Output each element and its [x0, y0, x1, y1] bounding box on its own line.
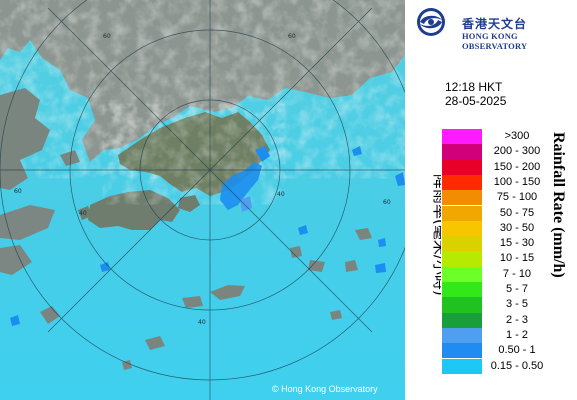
legend-label: 2 - 3	[505, 313, 528, 326]
legend-row: 200 - 300	[442, 144, 572, 160]
legend-swatch	[442, 327, 482, 344]
legend-row: 15 - 30	[442, 236, 572, 252]
radar-map[interactable]: 60 60 60 60 40 40 40 © Hong Kong Observa…	[0, 0, 405, 400]
legend-swatch	[442, 144, 482, 160]
legend-swatch	[442, 343, 482, 359]
legend-row: 3 - 5	[442, 297, 572, 313]
ring-label: 40	[277, 191, 285, 198]
legend-row: 150 - 200	[442, 159, 572, 175]
legend-swatch	[442, 174, 482, 191]
legend-row: >300	[442, 129, 572, 145]
legend-swatch	[442, 297, 482, 313]
legend-swatch	[442, 205, 482, 221]
delta-land	[0, 88, 50, 190]
legend-title-en: Rainfall Rate (mm/h)	[543, 130, 573, 380]
legend-label: 3 - 5	[505, 298, 528, 311]
legend-swatch	[442, 251, 482, 267]
copyright-text: © Hong Kong Observatory	[272, 384, 378, 394]
legend-swatch	[442, 220, 482, 237]
legend-label: 0.50 - 1	[498, 344, 536, 357]
legend-swatch	[442, 266, 482, 282]
legend-label: 5 - 7	[505, 283, 528, 295]
ring-label: 60	[288, 33, 296, 40]
rain-echoes	[100, 146, 405, 273]
legend-label: 0.15 - 0.50	[490, 359, 544, 372]
legend-label: 150 - 200	[493, 160, 541, 173]
lantau-island	[88, 190, 180, 230]
ring-label: 40	[198, 319, 206, 326]
legend-panel: 香港天文台 HONG KONG OBSERVATORY 12:18 HKT 28…	[405, 0, 577, 400]
legend-swatch	[442, 236, 482, 252]
legend-row: 50 - 75	[442, 205, 572, 221]
legend-row: 2 - 3	[442, 312, 572, 328]
legend-title-cn: 降雨率(毫米/小時)	[419, 172, 449, 372]
org-name-cn: 香港天文台	[462, 17, 528, 31]
timestamp-time: 12:18 HKT	[445, 80, 503, 94]
ring-label: 60	[383, 199, 391, 206]
hko-logo-icon	[417, 8, 445, 36]
legend-swatch	[442, 282, 482, 298]
legend-title-cn-text: 降雨率(毫米/小時)	[431, 174, 441, 296]
legend-label: 100 - 150	[493, 175, 541, 188]
legend-title-en-text: Rainfall Rate (mm/h)	[550, 132, 567, 278]
legend-swatch	[442, 358, 482, 374]
hko-logo: 香港天文台 HONG KONG OBSERVATORY	[415, 6, 575, 51]
range-rings	[0, 0, 405, 400]
legend-label: 1 - 2	[505, 328, 528, 341]
legend-row: 30 - 50	[442, 220, 572, 237]
legend-label: 75 - 100	[496, 191, 538, 204]
timestamp-date: 28-05-2025	[445, 94, 507, 108]
radar-map-svg: 60 60 60 60 40 40 40	[0, 0, 405, 400]
legend-label: 7 - 10	[502, 267, 532, 280]
legend-row: 10 - 15	[442, 251, 572, 267]
legend-label: 50 - 75	[499, 206, 535, 219]
org-name-en: HONG KONG OBSERVATORY	[462, 31, 528, 51]
ring-label: 60	[103, 33, 111, 40]
legend-swatch	[442, 159, 482, 175]
legend-label: 15 - 30	[499, 237, 535, 250]
legend-swatch	[442, 129, 482, 145]
legend-label: 200 - 300	[493, 145, 541, 158]
legend-row: 75 - 100	[442, 190, 572, 206]
range-ring-labels: 60 60 60 60 40 40 40	[14, 33, 391, 326]
ring-label: 40	[79, 210, 87, 217]
legend-row: 0.50 - 1	[442, 343, 572, 359]
legend-row: 1 - 2	[442, 327, 572, 344]
legend-row: 5 - 7	[442, 282, 572, 298]
legend-swatch	[442, 190, 482, 206]
legend-label: >300	[504, 130, 530, 142]
legend-row: 100 - 150	[442, 174, 572, 191]
legend-label: 10 - 15	[499, 252, 535, 265]
legend-swatch	[442, 312, 482, 328]
legend-label: 30 - 50	[499, 221, 535, 234]
legend-row: 7 - 10	[442, 266, 572, 282]
legend-row: 0.15 - 0.50	[442, 358, 572, 374]
ring-label: 60	[14, 188, 22, 195]
